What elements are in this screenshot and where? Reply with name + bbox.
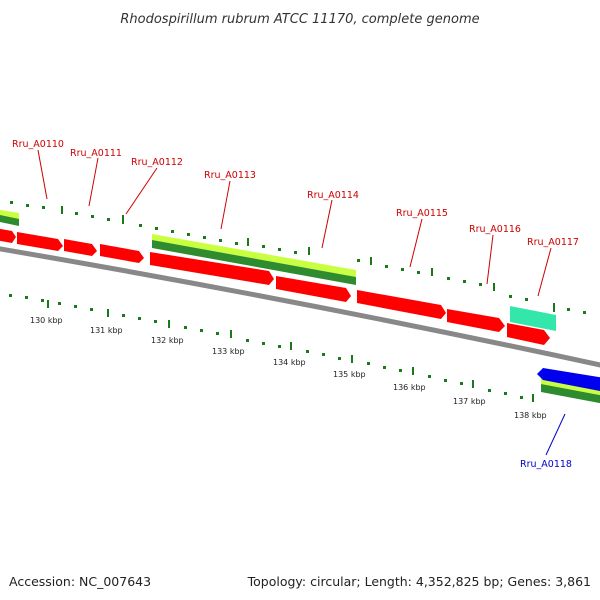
kbp-label: 137 kbp [453,397,486,406]
cds-arrow [0,228,16,243]
label-leaders [37,149,566,456]
kbp-label: 132 kbp [151,336,184,345]
gene-label: Rru_A0116 [469,224,521,235]
cds-arrow [447,309,505,332]
reverse-cds-arrow [537,368,600,392]
cds-arrow [357,290,446,319]
cds-arrow [507,323,550,345]
gene-label: Rru_A0115 [396,208,448,219]
rna-feature [510,306,556,331]
cds-arrow [150,252,274,285]
cds-arrow [100,244,144,263]
forward-cds-track [0,228,550,345]
outer-tick-track [10,201,586,314]
gene-label: Rru_A0118 [520,459,572,470]
kbp-label: 135 kbp [333,370,366,379]
gene-labels: Rru_A0110 Rru_A0111 Rru_A0112 Rru_A0113 … [12,139,579,470]
kbp-label: 134 kbp [273,358,306,367]
map-title: Rhodospirillum rubrum ATCC 11170, comple… [120,12,479,27]
kbp-label: 130 kbp [30,316,63,325]
kbp-label: 131 kbp [90,326,123,335]
gene-label: Rru_A0117 [527,237,579,248]
gene-label: Rru_A0114 [307,190,359,201]
kbp-labels: 130 kbp 131 kbp 132 kbp 133 kbp 134 kbp … [30,316,547,420]
kbp-label: 136 kbp [393,383,426,392]
genome-backbone [0,246,600,368]
gene-label: Rru_A0113 [204,170,256,181]
kbp-label: 138 kbp [514,411,547,420]
cds-arrow [64,239,97,256]
genome-summary-text: Topology: circular; Length: 4,352,825 bp… [247,574,591,589]
kbp-label: 133 kbp [212,347,245,356]
cds-arrow [276,276,351,302]
gene-label: Rru_A0110 [12,139,64,150]
inner-tick-track [9,294,534,402]
gene-label: Rru_A0112 [131,157,183,168]
cds-arrow [17,232,63,251]
gene-label: Rru_A0111 [70,148,122,159]
accession-text: Accession: NC_007643 [9,574,151,589]
